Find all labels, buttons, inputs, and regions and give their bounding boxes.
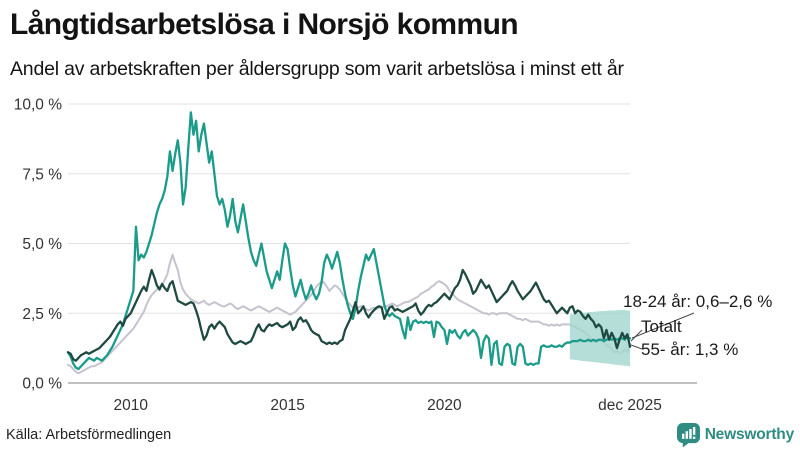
brand-logo: Newsworthy bbox=[676, 423, 795, 447]
series-line-18-24 år bbox=[66, 111, 632, 371]
y-tick-label: 7,5 % bbox=[22, 166, 62, 183]
annotation-leader-lines bbox=[630, 312, 695, 350]
gridlines bbox=[68, 103, 697, 384]
y-tick-label: 0,0 % bbox=[22, 376, 62, 393]
annotation-totalt: Totalt bbox=[641, 317, 682, 336]
annotation-18-24: 18-24 år: 0,6–2,6 % bbox=[623, 292, 773, 311]
y-tick-label: 5,0 % bbox=[22, 236, 62, 253]
y-axis-labels: 10,0 % 7,5 % 5,0 % 2,5 % 0,0 % bbox=[14, 97, 62, 393]
x-tick-label: dec 2025 bbox=[598, 397, 662, 414]
x-tick-label: 2020 bbox=[427, 397, 462, 414]
x-tick-label: 2010 bbox=[113, 397, 148, 414]
x-axis-labels: 2010 2015 2020 dec 2025 bbox=[113, 397, 661, 414]
series-line-55- år bbox=[66, 268, 632, 362]
source-note: Källa: Arbetsförmedlingen bbox=[6, 427, 172, 443]
x-tick-label: 2015 bbox=[270, 397, 304, 414]
y-tick-label: 10,0 % bbox=[14, 97, 62, 114]
forecast-band bbox=[569, 309, 630, 367]
page-title: Långtidsarbetslösa i Norsjö kommun bbox=[10, 8, 519, 41]
brand-name: Newsworthy bbox=[704, 426, 795, 443]
annotation-55: 55- år: 1,3 % bbox=[641, 340, 739, 359]
y-tick-label: 2,5 % bbox=[22, 306, 62, 323]
series-lines bbox=[66, 111, 632, 375]
newsworthy-icon bbox=[676, 423, 700, 447]
chart-subtitle: Andel av arbetskraften per åldersgrupp s… bbox=[10, 58, 624, 80]
